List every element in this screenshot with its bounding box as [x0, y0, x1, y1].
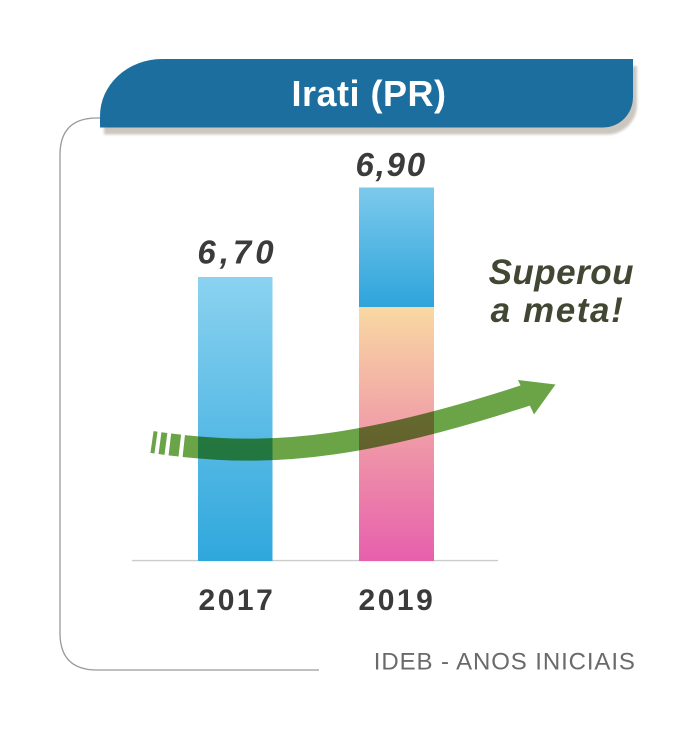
svg-text:Superou: Superou [489, 253, 634, 292]
svg-text:Irati (PR): Irati (PR) [291, 73, 446, 114]
svg-text:a meta!: a meta! [491, 291, 625, 330]
svg-text:IDEB - ANOS INICIAIS: IDEB - ANOS INICIAIS [374, 648, 636, 675]
svg-text:2019: 2019 [359, 584, 436, 617]
svg-text:6,70: 6,70 [197, 234, 277, 271]
svg-text:2017: 2017 [199, 584, 276, 617]
svg-text:6,90: 6,90 [355, 146, 426, 183]
